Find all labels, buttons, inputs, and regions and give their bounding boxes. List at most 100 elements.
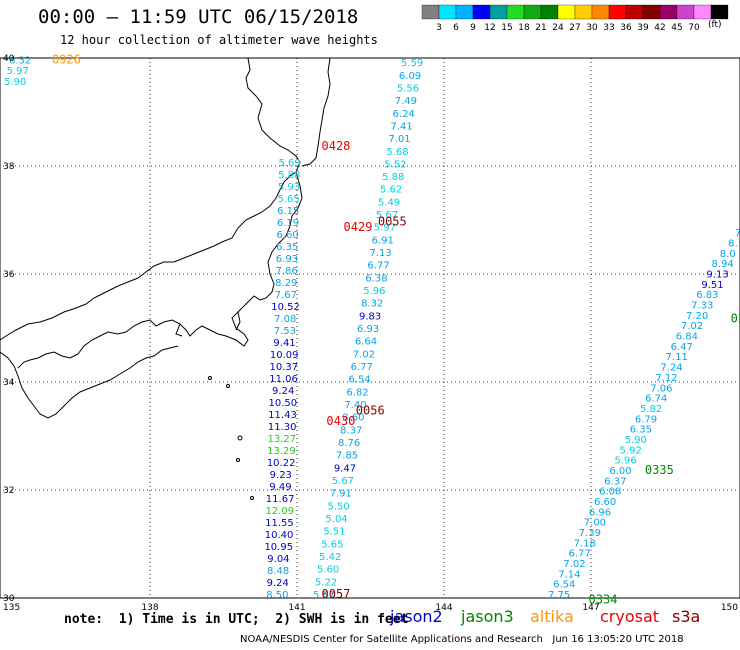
wave-height-value: 11.30 [268,422,297,433]
lon-label: 147 [582,603,599,613]
sat-legend-s3a: s3a [672,607,701,626]
wave-height-value: 7.75 [548,590,570,601]
wave-height-value: 9.04 [267,554,289,565]
legend-swatch [506,4,525,20]
legend-tick-label: 36 [620,23,632,33]
legend-tick-label: 9 [470,23,476,33]
pass-time-label: 0056 [356,403,385,417]
wave-height-value: 5.67 [332,476,354,487]
pass-time-label: 0429 [344,220,373,234]
wave-height-value: 6.00 [609,466,631,477]
wave-height-value: 7.85 [336,451,358,462]
wave-height-value: 5.60 [317,565,339,576]
color-legend-bar [421,4,729,20]
legend-tick-label: 24 [552,23,564,33]
legend-tick-label: 12 [484,23,495,33]
wave-height-value: 7.86 [275,266,297,277]
wave-height-value: 12.09 [265,506,294,517]
kyushu-shikoku-coast [0,345,179,419]
wave-height-value: 13.29 [267,446,296,457]
wave-height-value: 6.91 [372,235,394,246]
wave-height-value: 11.67 [266,494,295,505]
kanto-coast [17,171,303,369]
wave-height-value: 6.77 [351,362,373,373]
wave-height-value: 7.02 [563,559,585,570]
legend-tick-label: 42 [654,23,665,33]
island-3 [208,376,212,380]
wave-height-value: 10.95 [264,542,293,553]
wave-height-value: 6.77 [367,261,389,272]
wave-height-value: 8.32 [361,299,383,310]
legend-swatch [455,4,474,20]
legend-tick-label: 21 [535,23,546,33]
lat-label: 38 [3,162,15,172]
wave-height-value: 5.50 [328,501,350,512]
wave-height-value: 8.94 [712,259,734,270]
pass-time-label: 03 [731,312,740,326]
wave-height-value: 5.04 [325,514,347,525]
wave-height-value: 9.49 [269,482,291,493]
wave-height-value: 6.35 [276,242,298,253]
sat-legend-jason2: jason2 [390,607,443,626]
wave-height-value: 7.06 [650,383,672,394]
wave-height-value: 7.12 [655,373,677,384]
wave-height-value: 5.62 [380,185,402,196]
wave-height-value: 6.79 [635,414,657,425]
wave-height-value: 5.51 [323,527,345,538]
legend-swatch [608,4,627,20]
legend-tick-label: 18 [518,23,530,33]
legend-tick-label: 45 [671,23,682,33]
wave-height-value: 5.56 [397,83,419,94]
island-4 [226,384,230,388]
wave-height-value: 5.88 [382,172,404,183]
wave-height-value: 6.93 [357,324,379,335]
wave-height-value: 11.43 [268,410,297,421]
wave-height-value: 7.18 [574,538,596,549]
wave-height-value: 6.19 [277,218,299,229]
coastline [0,57,331,500]
legend-swatch [557,4,576,20]
lon-label: 138 [141,603,158,613]
wave-height-value: 6.64 [355,337,377,348]
legend-swatch [472,4,491,20]
color-legend-ticks: 3 6 9 12 15 18 21 24 27 30 33 36 39 42 45 70 [436,23,700,33]
wave-height-value: 9.51 [701,280,723,291]
wave-height-value: 10.22 [267,458,296,469]
wave-height-value: 11.06 [269,374,298,385]
wave-height-value: 8.37 [340,425,362,436]
legend-swatch [693,4,712,20]
wave-height-value: 7.08 [274,314,296,325]
wave-height-value: 5.69 [279,158,301,169]
wave-height-tracks: 6.325.975.905.596.095.567.496.247.417.01… [4,55,740,601]
wave-height-value: 7.01 [388,134,410,145]
wave-height-value: 11.55 [265,518,294,529]
wave-height-value: 5.49 [378,197,400,208]
wave-height-value: 8.50 [266,590,288,601]
lon-label: 141 [288,603,305,613]
wave-height-value: 6.74 [645,394,667,405]
wave-height-value: 10.52 [271,302,300,313]
wave-height-value: 9.23 [270,470,292,481]
wave-height-value: 6.32 [9,55,31,66]
honshu-coast [0,57,301,341]
wave-height-value: 6.09 [399,71,421,82]
legend-tick-label: 39 [637,23,649,33]
wave-height-value: 5.65 [321,539,343,550]
island-5 [250,496,254,500]
wave-height-value: 7.13 [370,248,392,259]
graticule [3,58,738,598]
legend-swatch [523,4,542,20]
wave-height-value: 6.82 [346,387,368,398]
sat-legend-altika: altika [530,607,574,626]
legend-swatch [710,4,729,20]
wave-height-value: 7.33 [691,301,713,312]
legend-tick-label: 33 [603,23,614,33]
wave-height-value: 6.38 [365,273,387,284]
wave-height-value: 6.77 [568,549,590,560]
wave-height-value: 7.11 [666,352,688,363]
lon-label: 150 [721,603,738,613]
wave-height-value: 5.88 [278,170,300,181]
legend-swatch [421,4,440,20]
